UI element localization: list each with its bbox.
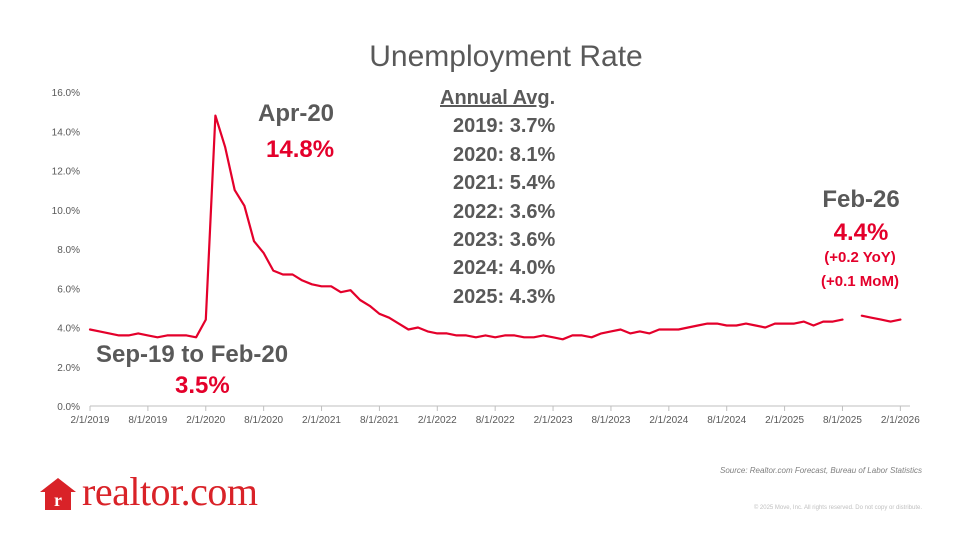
annual-avg-header: Annual Avg xyxy=(440,87,550,109)
x-tick-label: 2/1/2025 xyxy=(765,415,804,426)
x-tick-label: 2/1/2026 xyxy=(881,415,920,426)
annual-avg-row: 2019: 3.7% xyxy=(453,115,556,138)
x-tick-label: 8/1/2022 xyxy=(476,415,515,426)
x-tick-label: 2/1/2020 xyxy=(186,415,225,426)
annual-avg-row: 2020: 8.1% xyxy=(453,143,556,166)
logo-letter: r xyxy=(54,490,62,510)
x-tick-label: 8/1/2019 xyxy=(128,415,167,426)
series-line xyxy=(860,314,902,323)
sep19-value: 3.5% xyxy=(175,372,230,399)
annual-avg-row: 2025: 4.3% xyxy=(453,285,556,308)
y-tick-label: 8.0% xyxy=(57,245,80,256)
annual-avg-box: Annual Avg. 2019: 3.7% 2020: 8.1% 2021: … xyxy=(440,84,555,311)
apr20-value: 14.8% xyxy=(266,136,335,163)
y-tick-label: 10.0% xyxy=(52,206,80,217)
annual-avg-row: 2022: 3.6% xyxy=(453,200,556,223)
x-tick-label: 2/1/2023 xyxy=(534,415,573,426)
y-tick-label: 14.0% xyxy=(52,127,80,138)
apr20-label: Apr-20 xyxy=(258,100,335,127)
chart-axes: 16.0% 14.0% 12.0% 10.0% 8.0% 6.0% 4.0% 2.0% 0.0%… xyxy=(52,88,921,426)
series-line xyxy=(88,114,844,341)
annual-avg-row: 2023: 3.6% xyxy=(453,229,556,252)
copyright-note: © 2025 Move, Inc. All rights reserved. D… xyxy=(753,505,922,511)
feb26-label: Feb-26 xyxy=(822,186,900,213)
x-tick-label: 8/1/2023 xyxy=(591,415,630,426)
source-note: Source: Realtor.com Forecast, Bureau of … xyxy=(719,466,922,475)
chart-series xyxy=(88,114,902,341)
y-tick-label: 0.0% xyxy=(57,402,80,413)
realtor-logo-icon: r xyxy=(40,478,76,510)
x-tick-label: 2/1/2021 xyxy=(302,415,341,426)
annual-avg-row: 2021: 5.4% xyxy=(453,172,556,195)
chart-title: Unemployment Rate xyxy=(369,40,643,73)
x-tick-label: 8/1/2021 xyxy=(360,415,399,426)
annual-avg-header-period: . xyxy=(549,87,556,109)
x-tick-label: 2/1/2024 xyxy=(649,415,688,426)
x-tick-label: 8/1/2020 xyxy=(244,415,283,426)
annual-avg-row: 2024: 4.0% xyxy=(453,257,556,280)
x-tick-label: 8/1/2024 xyxy=(707,415,746,426)
y-tick-label: 4.0% xyxy=(57,324,80,335)
x-tick-label: 2/1/2019 xyxy=(71,415,110,426)
brand-wordmark: realtor.com xyxy=(82,469,258,514)
y-tick-label: 16.0% xyxy=(52,88,80,99)
y-tick-label: 6.0% xyxy=(57,284,80,295)
feb26-mom: (+0.1 MoM) xyxy=(821,273,899,290)
x-tick-label: 2/1/2022 xyxy=(418,415,457,426)
x-tick-label: 8/1/2025 xyxy=(823,415,862,426)
y-tick-label: 12.0% xyxy=(52,167,80,178)
y-tick-label: 2.0% xyxy=(57,363,80,374)
sep19-label: Sep-19 to Feb-20 xyxy=(96,341,289,368)
feb26-value: 4.4% xyxy=(833,219,889,246)
feb26-yoy: (+0.2 YoY) xyxy=(824,249,896,266)
